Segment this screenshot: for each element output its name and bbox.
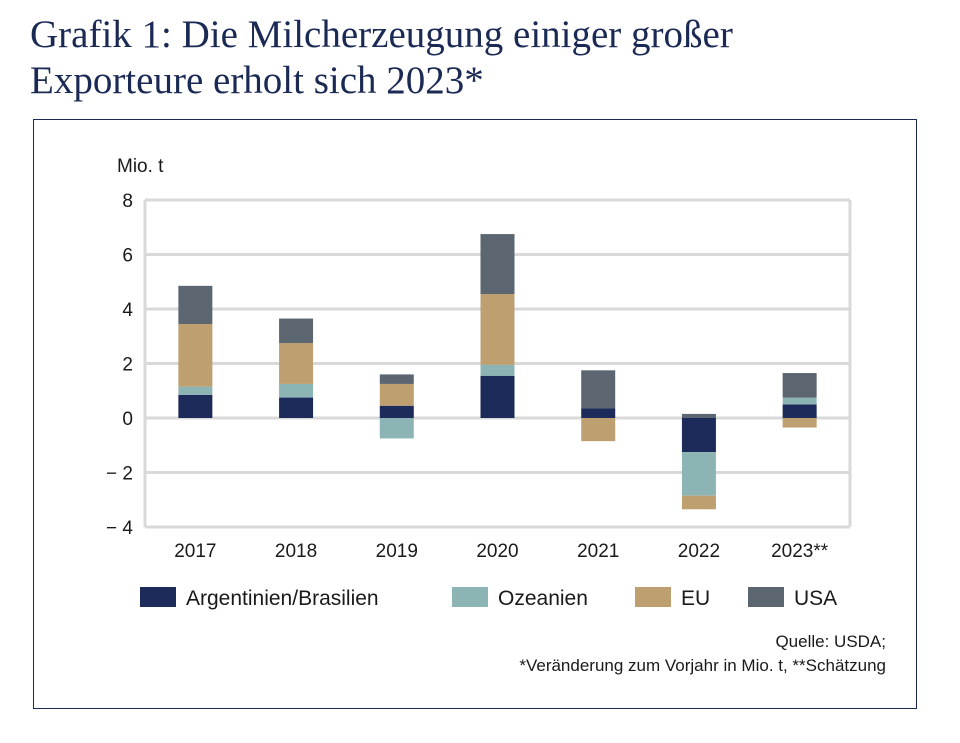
- y-tick-label: 8: [122, 191, 133, 212]
- y-tick-label: 6: [122, 246, 133, 267]
- bar-segment-usa: [480, 234, 515, 295]
- y-tick-label: − 4: [106, 518, 133, 539]
- bar-segment-argentinien_brasilien: [681, 418, 716, 453]
- legend-layer: Argentinien/Brasilien Ozeanien EU USA: [140, 587, 837, 610]
- legend-swatch-argentinien_brasilien: [140, 587, 176, 607]
- chart-title: Grafik 1: Die Milcherzeugung einiger gro…: [30, 12, 930, 104]
- chart-title-line-2: Exporteure erholt sich 2023*: [30, 59, 484, 102]
- bar-layer: [178, 234, 817, 510]
- bar-segment-usa: [178, 285, 213, 324]
- bar-segment-argentinien_brasilien: [379, 405, 414, 418]
- axis-layer: 8 6 4 2 0 − 2 − 4 Mio. t 2017 2018 2019 2020 2021 202…: [106, 156, 829, 562]
- bar-segment-argentinien_brasilien: [581, 408, 616, 418]
- x-tick-label: 2020: [476, 541, 518, 562]
- y-axis-label: Mio. t: [117, 156, 164, 177]
- bar-segment-ozeanien: [178, 386, 213, 395]
- legend-label-usa: USA: [794, 587, 837, 610]
- bar-segment-eu: [379, 383, 414, 406]
- source-line-2: *Veränderung zum Vorjahr in Mio. t, **Sc…: [519, 656, 886, 675]
- bar-segment-usa: [279, 318, 314, 344]
- x-tick-label: 2022: [678, 541, 720, 562]
- bar-segment-ozeanien: [379, 418, 414, 439]
- legend-swatch-usa: [748, 587, 784, 607]
- bar-segment-ozeanien: [279, 383, 314, 398]
- bar-segment-ozeanien: [782, 397, 817, 405]
- chart-title-line-1: Grafik 1: Die Milcherzeugung einiger gro…: [30, 13, 733, 56]
- bar-segment-eu: [581, 418, 616, 442]
- bar-segment-argentinien_brasilien: [782, 404, 817, 418]
- bar-segment-usa: [681, 413, 716, 418]
- bar-segment-eu: [178, 323, 213, 387]
- legend-label-ozeanien: Ozeanien: [498, 587, 588, 610]
- source-line-1: Quelle: USDA;: [775, 632, 886, 651]
- legend-label-argentinien_brasilien: Argentinien/Brasilien: [186, 587, 379, 610]
- x-tick-label: 2023**: [771, 541, 829, 562]
- legend-swatch-eu: [635, 587, 671, 607]
- y-tick-label: 4: [122, 300, 133, 321]
- x-tick-label: 2021: [577, 541, 619, 562]
- bar-segment-eu: [782, 418, 817, 428]
- y-tick-label: 0: [122, 409, 133, 430]
- y-tick-label: − 2: [106, 464, 133, 485]
- bar-segment-argentinien_brasilien: [178, 394, 213, 418]
- legend-label-eu: EU: [681, 587, 710, 610]
- bar-segment-usa: [581, 370, 616, 409]
- bar-segment-eu: [279, 343, 314, 384]
- chart-frame: [33, 119, 917, 709]
- bar-segment-usa: [782, 373, 817, 398]
- bar-segment-eu: [480, 294, 515, 365]
- bar-segment-eu: [681, 495, 716, 510]
- x-tick-label: 2017: [174, 541, 216, 562]
- x-tick-label: 2018: [275, 541, 317, 562]
- legend-swatch-ozeanien: [452, 587, 488, 607]
- bar-segment-argentinien_brasilien: [480, 375, 515, 418]
- y-tick-label: 2: [122, 355, 133, 376]
- bar-segment-usa: [379, 374, 414, 384]
- source-note: Quelle: USDA; *Veränderung zum Vorjahr i…: [519, 630, 886, 678]
- bar-segment-ozeanien: [480, 364, 515, 376]
- bar-segment-ozeanien: [681, 452, 716, 496]
- x-tick-label: 2019: [376, 541, 418, 562]
- bar-segment-argentinien_brasilien: [279, 397, 314, 418]
